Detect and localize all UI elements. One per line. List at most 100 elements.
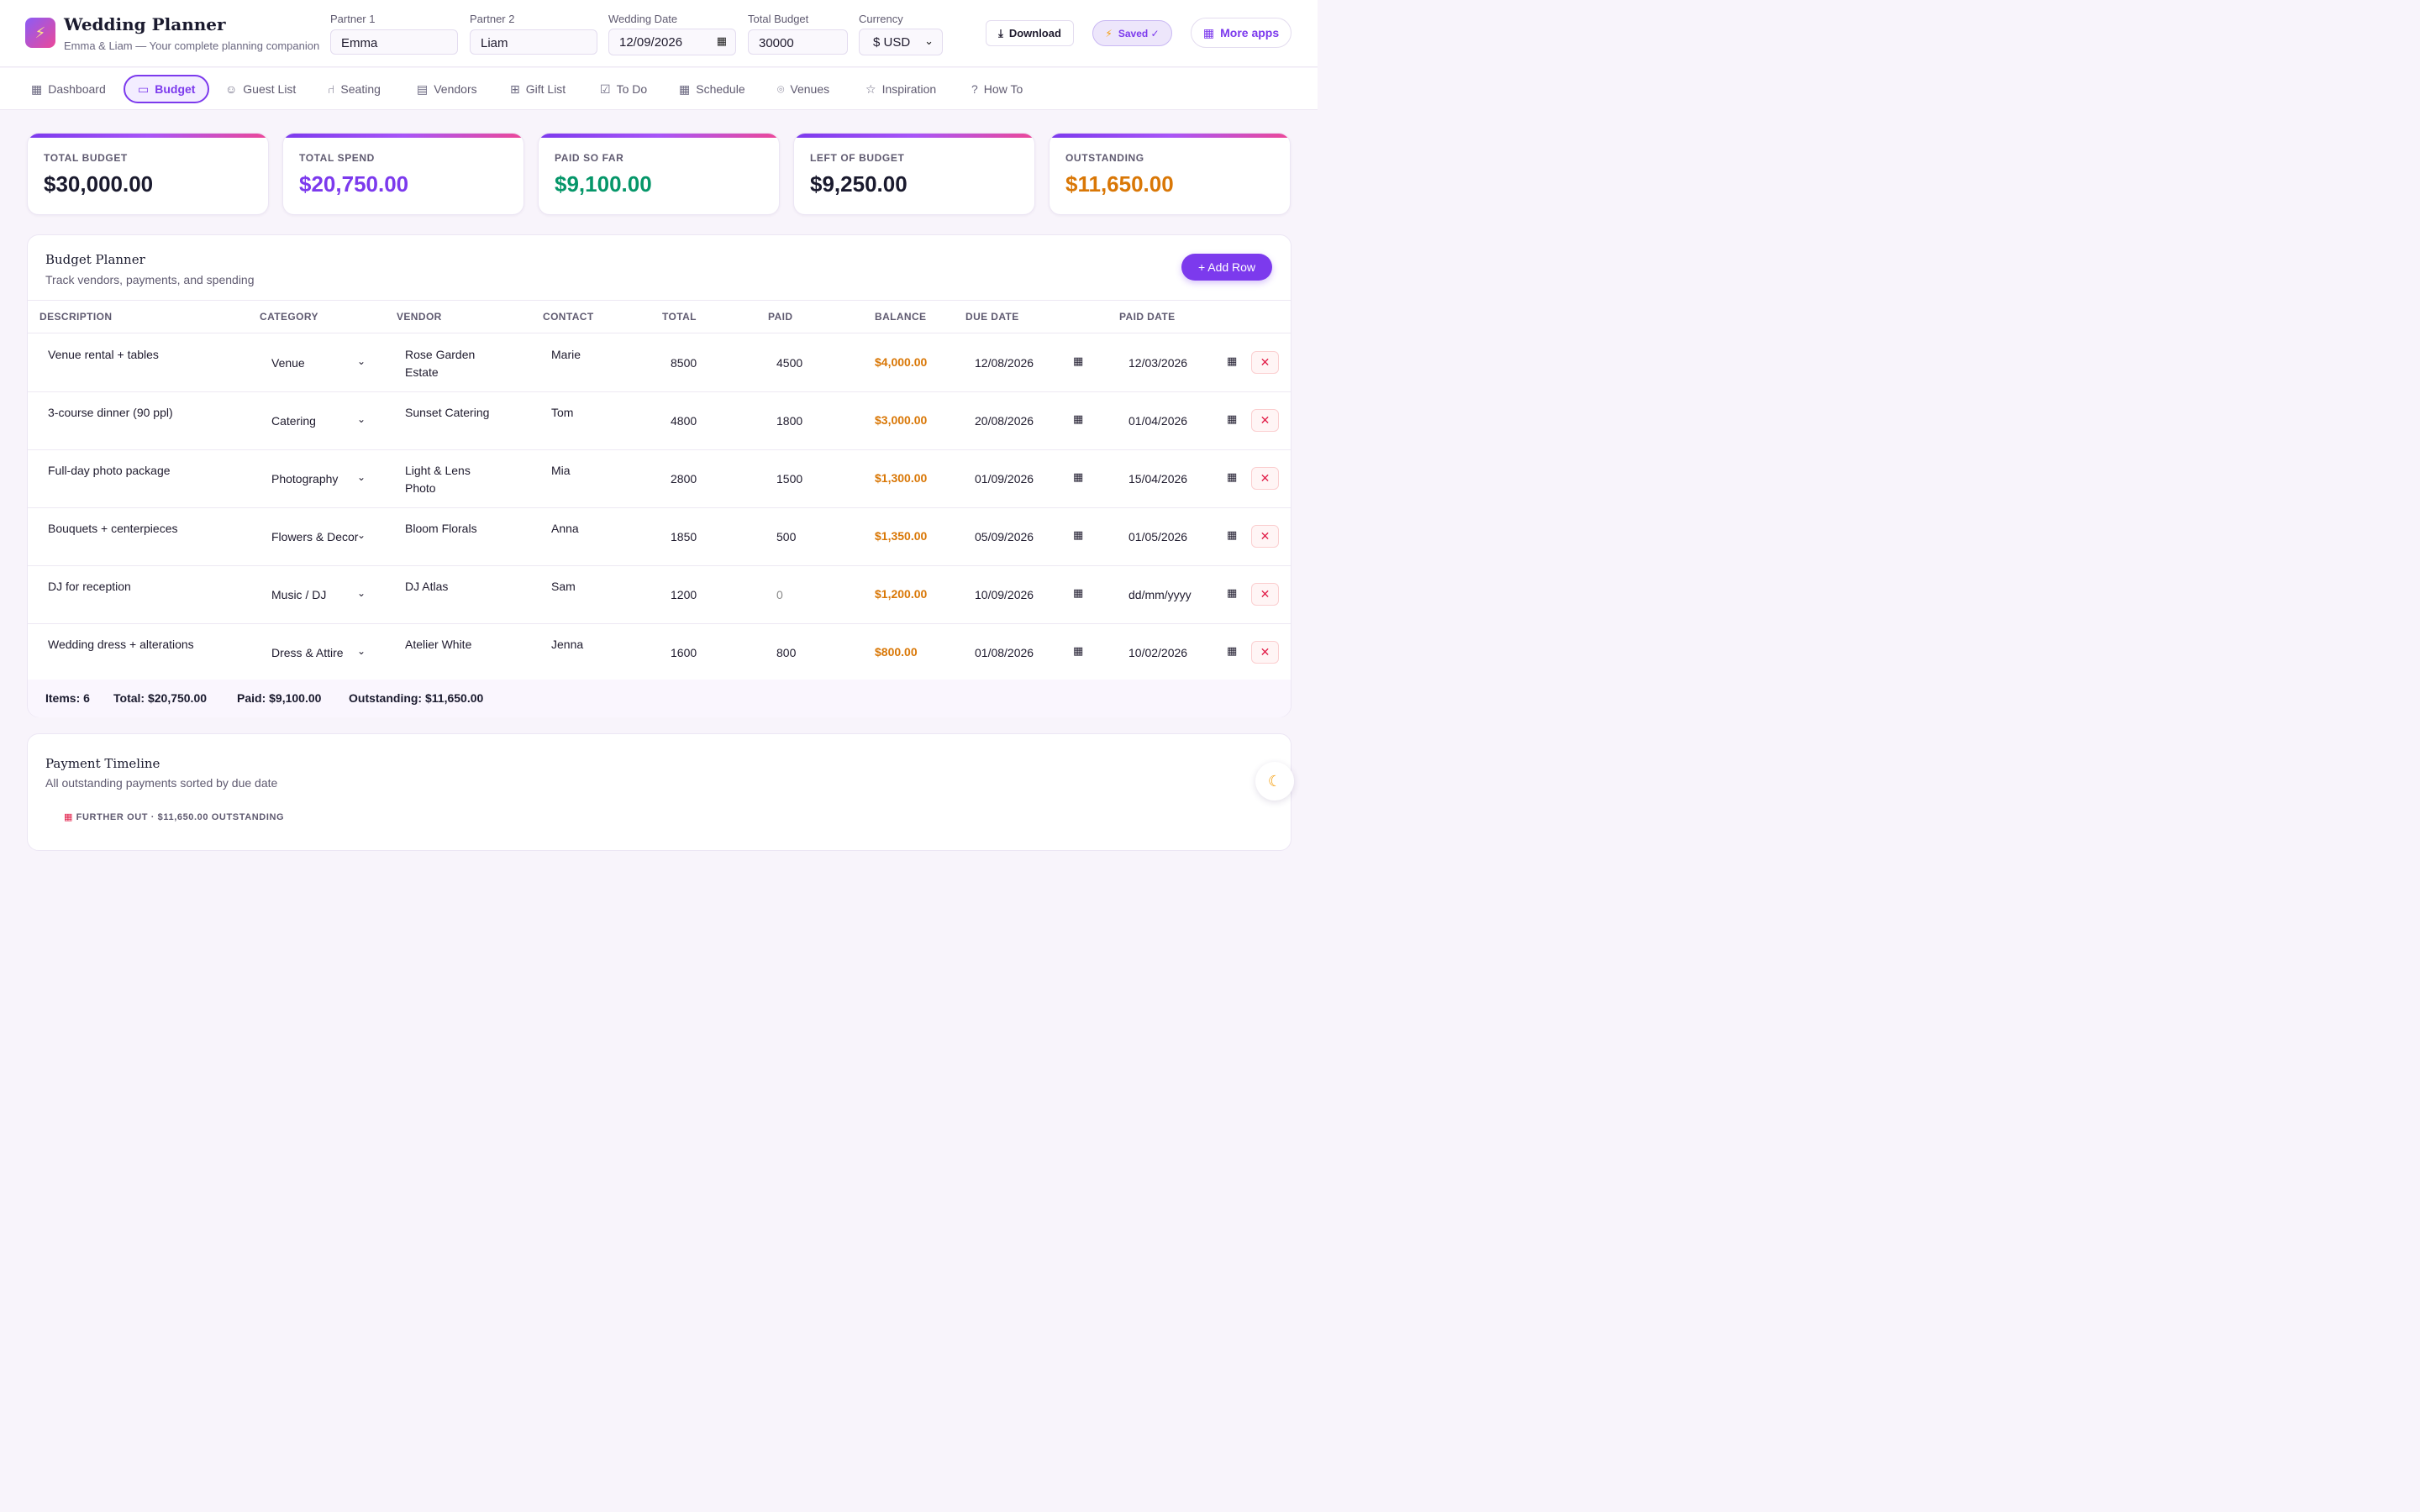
vendor-line: Light & Lens — [405, 464, 471, 477]
calendar-icon[interactable]: ▦ — [1227, 412, 1238, 425]
contact-input[interactable]: Jenna — [551, 638, 584, 651]
calendar-icon[interactable]: ▦ — [1073, 412, 1084, 425]
checkbox-icon: ☑ — [600, 81, 611, 96]
more-apps-button[interactable]: ▦ More apps — [1191, 18, 1292, 48]
tab-gift-list[interactable]: ⊞ Gift List — [503, 75, 572, 103]
contact-input[interactable]: Mia — [551, 464, 571, 477]
total-input[interactable]: 8500 — [671, 356, 697, 370]
calendar-icon[interactable]: ▦ — [1073, 470, 1084, 483]
total-input[interactable]: 1850 — [671, 530, 697, 543]
add-row-button[interactable]: + Add Row — [1181, 254, 1272, 281]
description-input[interactable]: Full-day photo package — [48, 464, 171, 477]
paid-input[interactable]: 500 — [776, 530, 797, 543]
tab-seating[interactable]: ⑁ Seating — [321, 75, 387, 103]
tab-budget[interactable]: ▭ Budget — [124, 75, 210, 103]
delete-row-button[interactable]: ✕ — [1251, 467, 1279, 490]
calendar-icon[interactable]: ▦ — [1227, 354, 1238, 367]
vendor-input[interactable]: Sunset Catering — [405, 404, 489, 422]
vendor-input[interactable]: Rose Garden Estate — [405, 346, 475, 381]
description-input[interactable]: 3-course dinner (90 ppl) — [48, 406, 173, 419]
paid-input[interactable]: 1500 — [776, 472, 803, 486]
tab-venues[interactable]: ⌾ Venues — [771, 75, 836, 103]
description-input[interactable]: Venue rental + tables — [48, 348, 159, 361]
delete-row-button[interactable]: ✕ — [1251, 409, 1279, 432]
total-input[interactable]: 2800 — [671, 472, 697, 486]
calendar-icon[interactable]: ▦ — [1073, 644, 1084, 657]
tab-schedule[interactable]: ▦ Schedule — [672, 75, 752, 103]
contact-input[interactable]: Sam — [551, 580, 576, 593]
total-budget-input[interactable]: 30000 — [748, 29, 848, 55]
close-icon: ✕ — [1260, 471, 1270, 485]
description-input[interactable]: Wedding dress + alterations — [48, 638, 194, 651]
calendar-icon[interactable]: ▦ — [1073, 528, 1084, 541]
paid-date-input[interactable]: 10/02/2026 — [1128, 646, 1188, 659]
category-select[interactable]: Music / DJ — [271, 588, 327, 601]
paid-input[interactable]: 1800 — [776, 414, 803, 428]
vendor-input[interactable]: Atelier White — [405, 636, 471, 654]
total-input[interactable]: 1600 — [671, 646, 697, 659]
category-select[interactable]: Catering — [271, 414, 316, 428]
balance-value: $1,300.00 — [875, 471, 928, 485]
stat-label: OUTSTANDING — [1065, 152, 1144, 164]
paid-date-input[interactable]: 12/03/2026 — [1128, 356, 1188, 370]
contact-input[interactable]: Tom — [551, 406, 574, 419]
total-input[interactable]: 1200 — [671, 588, 697, 601]
calendar-icon[interactable]: ▦ — [1073, 354, 1084, 367]
total-budget-label: Total Budget — [748, 13, 809, 25]
category-select[interactable]: Flowers & Decor — [271, 530, 359, 543]
wedding-date-input[interactable]: 12/09/2026 ▦ — [608, 29, 736, 55]
due-date-input[interactable]: 12/08/2026 — [975, 356, 1034, 370]
moon-icon[interactable]: ☾ — [1255, 762, 1294, 801]
calendar-icon[interactable]: ▦ — [1227, 644, 1238, 657]
due-date-input[interactable]: 01/08/2026 — [975, 646, 1034, 659]
category-select[interactable]: Dress & Attire — [271, 646, 344, 659]
paid-date-input[interactable]: 15/04/2026 — [1128, 472, 1188, 486]
due-date-input[interactable]: 20/08/2026 — [975, 414, 1034, 428]
contact-input[interactable]: Anna — [551, 522, 579, 535]
tab-label: Budget — [155, 82, 196, 96]
description-input[interactable]: Bouquets + centerpieces — [48, 522, 178, 535]
vendor-input[interactable]: Bloom Florals — [405, 520, 477, 538]
partner1-input[interactable]: Emma — [330, 29, 458, 55]
tab-label: Schedule — [696, 82, 745, 96]
calendar-icon[interactable]: ▦ — [1073, 586, 1084, 599]
calendar-icon[interactable]: ▦ — [1227, 586, 1238, 599]
contact-input[interactable]: Marie — [551, 348, 581, 361]
vendor-input[interactable]: Light & Lens Photo — [405, 462, 471, 497]
vendor-line: Estate — [405, 365, 439, 379]
paid-input[interactable]: 0 — [776, 588, 783, 601]
due-date-input[interactable]: 01/09/2026 — [975, 472, 1034, 486]
due-date-input[interactable]: 05/09/2026 — [975, 530, 1034, 543]
tab-to-do[interactable]: ☑ To Do — [593, 75, 654, 103]
partner2-label: Partner 2 — [470, 13, 515, 25]
delete-row-button[interactable]: ✕ — [1251, 583, 1279, 606]
due-date-input[interactable]: 10/09/2026 — [975, 588, 1034, 601]
tab-guest-list[interactable]: ☺ Guest List — [218, 75, 302, 103]
calendar-icon[interactable]: ▦ — [716, 34, 727, 47]
calendar-icon[interactable]: ▦ — [1227, 528, 1238, 541]
paid-date-input[interactable]: 01/05/2026 — [1128, 530, 1188, 543]
paid-input[interactable]: 800 — [776, 646, 797, 659]
tab-vendors[interactable]: ▤ Vendors — [410, 75, 484, 103]
total-input[interactable]: 4800 — [671, 414, 697, 428]
paid-date-input[interactable]: dd/mm/yyyy — [1128, 588, 1192, 601]
paid-input[interactable]: 4500 — [776, 356, 803, 370]
delete-row-button[interactable]: ✕ — [1251, 351, 1279, 374]
stat-outstanding: OUTSTANDING $11,650.00 — [1049, 133, 1291, 215]
partner2-input[interactable]: Liam — [470, 29, 597, 55]
tab-dashboard[interactable]: ▦ Dashboard — [24, 75, 113, 103]
delete-row-button[interactable]: ✕ — [1251, 525, 1279, 548]
paid-date-input[interactable]: 01/04/2026 — [1128, 414, 1188, 428]
category-select[interactable]: Photography — [271, 472, 339, 486]
currency-select[interactable]: $ USD ⌄ — [859, 29, 943, 55]
description-input[interactable]: DJ for reception — [48, 580, 131, 593]
tab-inspiration[interactable]: ☆ Inspiration — [859, 75, 943, 103]
footer-outstanding: Outstanding: $11,650.00 — [349, 691, 484, 705]
calendar-icon[interactable]: ▦ — [1227, 470, 1238, 483]
vendor-input[interactable]: DJ Atlas — [405, 578, 448, 596]
tab-how-to[interactable]: ? How To — [965, 75, 1029, 103]
category-select[interactable]: Venue — [271, 356, 305, 370]
delete-row-button[interactable]: ✕ — [1251, 641, 1279, 664]
lightning-icon: ⚡ — [1105, 27, 1113, 39]
download-button[interactable]: ⤓ Download — [986, 20, 1074, 46]
